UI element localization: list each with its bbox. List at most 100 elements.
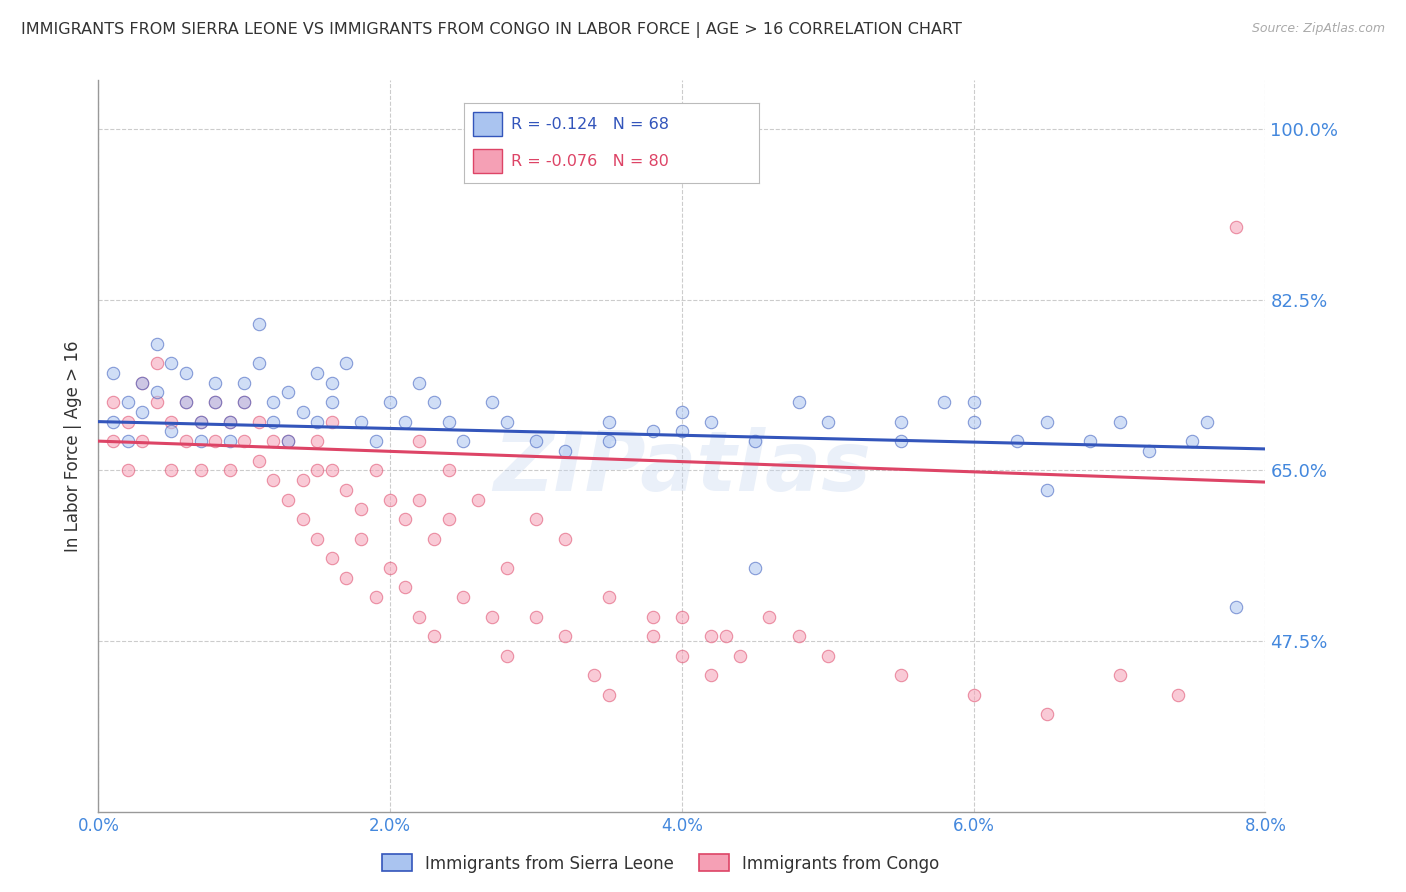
Point — [247, 415, 270, 429]
Point — [277, 434, 299, 449]
Point — [262, 395, 284, 409]
Point — [117, 415, 139, 429]
Point — [364, 463, 387, 477]
Point — [1167, 688, 1189, 702]
Point — [364, 434, 387, 449]
Point — [1225, 599, 1247, 614]
Point — [408, 434, 430, 449]
Point — [307, 415, 329, 429]
Point — [554, 443, 576, 458]
Point — [714, 629, 737, 643]
Point — [671, 425, 693, 439]
Point — [378, 561, 402, 575]
Point — [321, 551, 343, 566]
Text: R = -0.076   N = 80: R = -0.076 N = 80 — [512, 153, 669, 169]
Point — [496, 415, 519, 429]
Point — [671, 405, 693, 419]
Point — [1035, 483, 1057, 497]
Text: R = -0.124   N = 68: R = -0.124 N = 68 — [512, 117, 669, 132]
Point — [307, 463, 329, 477]
Point — [291, 512, 314, 526]
Point — [451, 434, 474, 449]
Point — [277, 434, 299, 449]
Y-axis label: In Labor Force | Age > 16: In Labor Force | Age > 16 — [65, 340, 83, 552]
Point — [598, 590, 620, 604]
Point — [146, 385, 169, 400]
Point — [962, 395, 984, 409]
Point — [146, 395, 169, 409]
Point — [101, 395, 124, 409]
Point — [524, 512, 547, 526]
Point — [554, 629, 576, 643]
Point — [233, 395, 256, 409]
Point — [321, 376, 343, 390]
Point — [583, 668, 606, 682]
Point — [437, 512, 460, 526]
Legend: Immigrants from Sierra Leone, Immigrants from Congo: Immigrants from Sierra Leone, Immigrants… — [375, 847, 946, 880]
Point — [787, 629, 810, 643]
Point — [247, 356, 270, 370]
Point — [218, 434, 240, 449]
Point — [408, 492, 430, 507]
Point — [117, 395, 139, 409]
Point — [378, 492, 402, 507]
Point — [131, 376, 153, 390]
Point — [174, 395, 197, 409]
Point — [1137, 443, 1160, 458]
Point — [554, 532, 576, 546]
Point — [671, 648, 693, 663]
Point — [174, 434, 197, 449]
Point — [233, 395, 256, 409]
Point — [467, 492, 489, 507]
Point — [408, 376, 430, 390]
Point — [291, 473, 314, 487]
Point — [1080, 434, 1102, 449]
Point — [204, 376, 226, 390]
Point — [335, 483, 357, 497]
Point — [423, 532, 446, 546]
Point — [321, 463, 343, 477]
Point — [131, 434, 153, 449]
FancyBboxPatch shape — [472, 149, 502, 173]
Point — [277, 492, 299, 507]
Point — [160, 463, 183, 477]
Point — [598, 688, 620, 702]
Point — [962, 415, 984, 429]
Point — [335, 571, 357, 585]
Point — [321, 415, 343, 429]
Point — [247, 453, 270, 467]
Point — [277, 385, 299, 400]
Point — [481, 395, 503, 409]
Point — [101, 366, 124, 380]
Point — [496, 561, 519, 575]
Point — [1195, 415, 1218, 429]
Point — [204, 395, 226, 409]
Point — [394, 512, 416, 526]
Point — [890, 668, 912, 682]
Point — [744, 561, 766, 575]
Point — [890, 434, 912, 449]
Point — [307, 366, 329, 380]
Point — [262, 434, 284, 449]
Point — [728, 648, 751, 663]
Point — [1035, 707, 1057, 722]
Point — [335, 356, 357, 370]
Point — [408, 609, 430, 624]
Point — [307, 532, 329, 546]
Point — [174, 366, 197, 380]
Point — [758, 609, 780, 624]
Point — [641, 609, 664, 624]
Point — [146, 336, 169, 351]
Point — [496, 648, 519, 663]
Point — [598, 415, 620, 429]
Point — [481, 609, 503, 624]
Point — [131, 405, 153, 419]
Point — [700, 415, 723, 429]
Point — [437, 415, 460, 429]
Point — [190, 463, 212, 477]
Point — [262, 415, 284, 429]
Point — [394, 581, 416, 595]
Point — [1108, 415, 1130, 429]
Point — [160, 415, 183, 429]
Point — [423, 395, 446, 409]
